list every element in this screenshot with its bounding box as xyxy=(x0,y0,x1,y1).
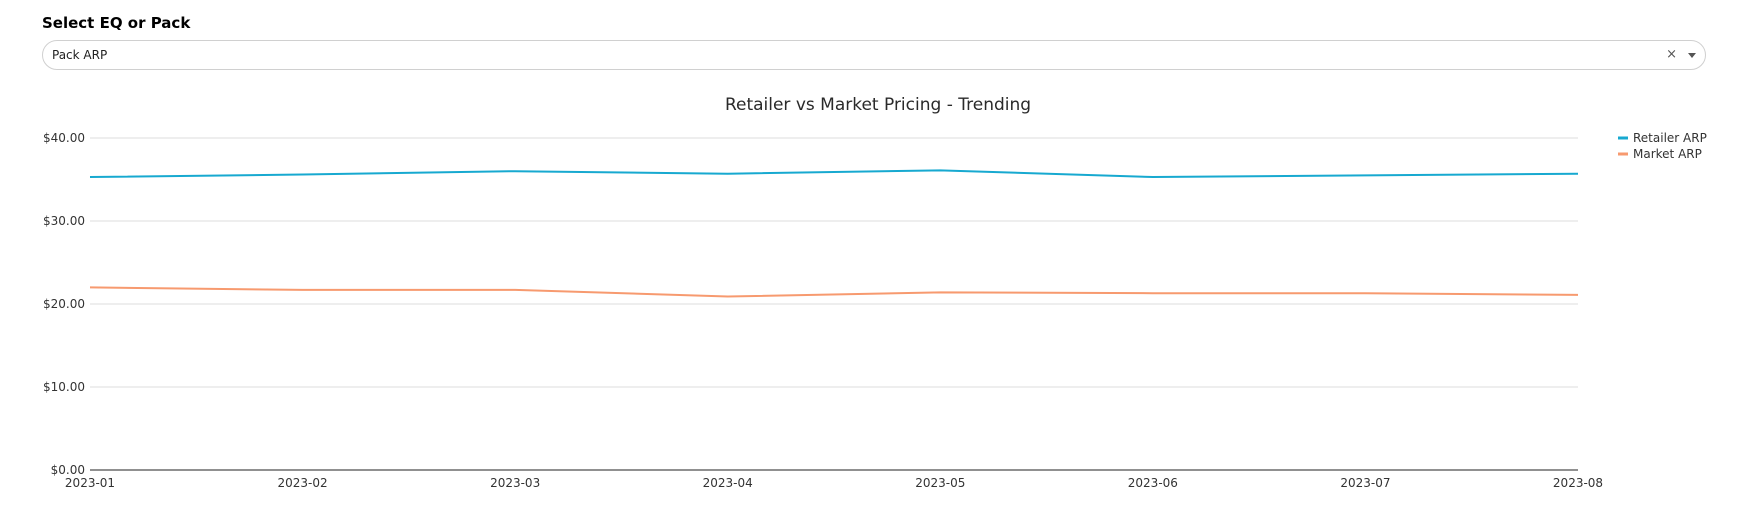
chart-legend[interactable]: Retailer ARP Market ARP xyxy=(1618,131,1707,161)
clear-icon[interactable]: × xyxy=(1666,47,1677,62)
y-tick-label: $10.00 xyxy=(43,380,85,394)
y-tick-label: $30.00 xyxy=(43,214,85,228)
x-tick-label: 2023-06 xyxy=(1128,476,1178,490)
chart-axes: $0.00 $10.00 $20.00 $30.00 $40.00 2023-01 2023… xyxy=(43,131,1603,490)
legend-entry[interactable]: Market ARP xyxy=(1633,147,1702,161)
series-line-retailer-arp xyxy=(89,169,1579,179)
chart-series-lines xyxy=(89,169,1579,298)
x-tick-label: 2023-05 xyxy=(915,476,965,490)
chevron-down-icon[interactable] xyxy=(1688,53,1696,58)
legend-entry[interactable]: Retailer ARP xyxy=(1633,131,1707,145)
x-tick-label: 2023-02 xyxy=(278,476,328,490)
x-tick-label: 2023-01 xyxy=(65,476,115,490)
chart-title: Retailer vs Market Pricing - Trending xyxy=(725,95,1031,115)
dropdown-selected-value: Pack ARP xyxy=(52,48,108,62)
select-label: Select EQ or Pack xyxy=(42,14,191,32)
y-tick-label: $20.00 xyxy=(43,297,85,311)
pricing-trend-chart: $0.00 $10.00 $20.00 $30.00 $40.00 2023-01 2023… xyxy=(43,95,1707,490)
x-tick-label: 2023-07 xyxy=(1340,476,1390,490)
y-tick-label: $40.00 xyxy=(43,131,85,145)
x-tick-label: 2023-03 xyxy=(490,476,540,490)
eq-pack-dropdown[interactable]: Pack ARP × xyxy=(42,40,1706,70)
chart-gridlines xyxy=(90,137,1578,388)
x-tick-label: 2023-04 xyxy=(703,476,753,490)
y-tick-label: $0.00 xyxy=(51,463,85,477)
series-line-market-arp xyxy=(89,286,1579,298)
x-tick-label: 2023-08 xyxy=(1553,476,1603,490)
